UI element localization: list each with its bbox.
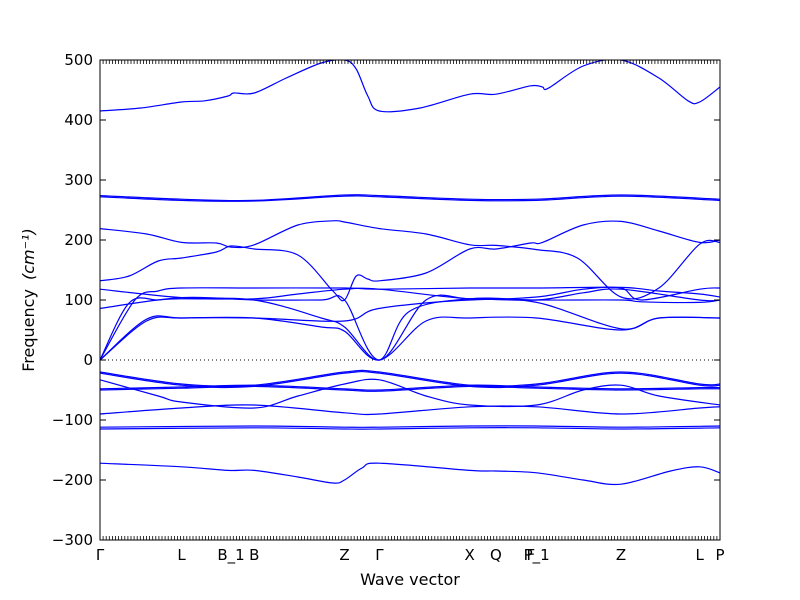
band-line-19 [100, 462, 720, 486]
band-line-1 [100, 194, 720, 202]
y-tick-label: 0 [83, 351, 93, 369]
x-tick-label: Z [616, 546, 626, 564]
band-line-4 [100, 220, 720, 302]
band-line-7 [100, 288, 720, 361]
y-tick-label: 500 [64, 51, 93, 69]
band-line-8 [100, 288, 720, 361]
x-tick-label: X [465, 546, 475, 564]
band-line-18 [100, 427, 720, 430]
band-line-2 [100, 195, 720, 202]
x-tick-label: Z [339, 546, 349, 564]
band-line-3 [100, 219, 720, 300]
x-tick-label: B [249, 546, 259, 564]
band-line-10 [100, 315, 720, 361]
x-tick-label: L [177, 546, 186, 564]
x-tick-label: L [695, 546, 704, 564]
x-tick-label: Γ [96, 546, 105, 564]
x-tick-label: P_1 [524, 546, 550, 565]
y-axis-title-text: Frequency [19, 289, 38, 372]
y-tick-label: 200 [64, 231, 93, 249]
band-line-16 [100, 404, 720, 416]
band-line-14 [100, 384, 720, 391]
band-line-13 [100, 378, 720, 409]
y-tick-label: 400 [64, 111, 93, 129]
band-line-15 [100, 385, 720, 392]
y-tick-label: 300 [64, 171, 93, 189]
band-line-17 [100, 425, 720, 428]
y-tick-label: −200 [52, 471, 93, 489]
x-tick-label: F [526, 546, 535, 564]
y-axis-unit: (cm⁻¹) [19, 228, 38, 280]
x-axis-title: Wave vector [360, 570, 460, 589]
y-axis-title: Frequency (cm⁻¹) [19, 228, 38, 371]
x-tick-label: Γ [375, 546, 384, 564]
x-tick-label: B_1 [217, 546, 244, 565]
x-tick-label: Q [490, 546, 502, 564]
x-tick-label: P [715, 546, 724, 564]
bands-group [100, 60, 720, 486]
y-tick-label: −300 [52, 531, 93, 549]
y-tick-label: −100 [52, 411, 93, 429]
band-line-0 [100, 60, 720, 113]
y-tick-label: 100 [64, 291, 93, 309]
